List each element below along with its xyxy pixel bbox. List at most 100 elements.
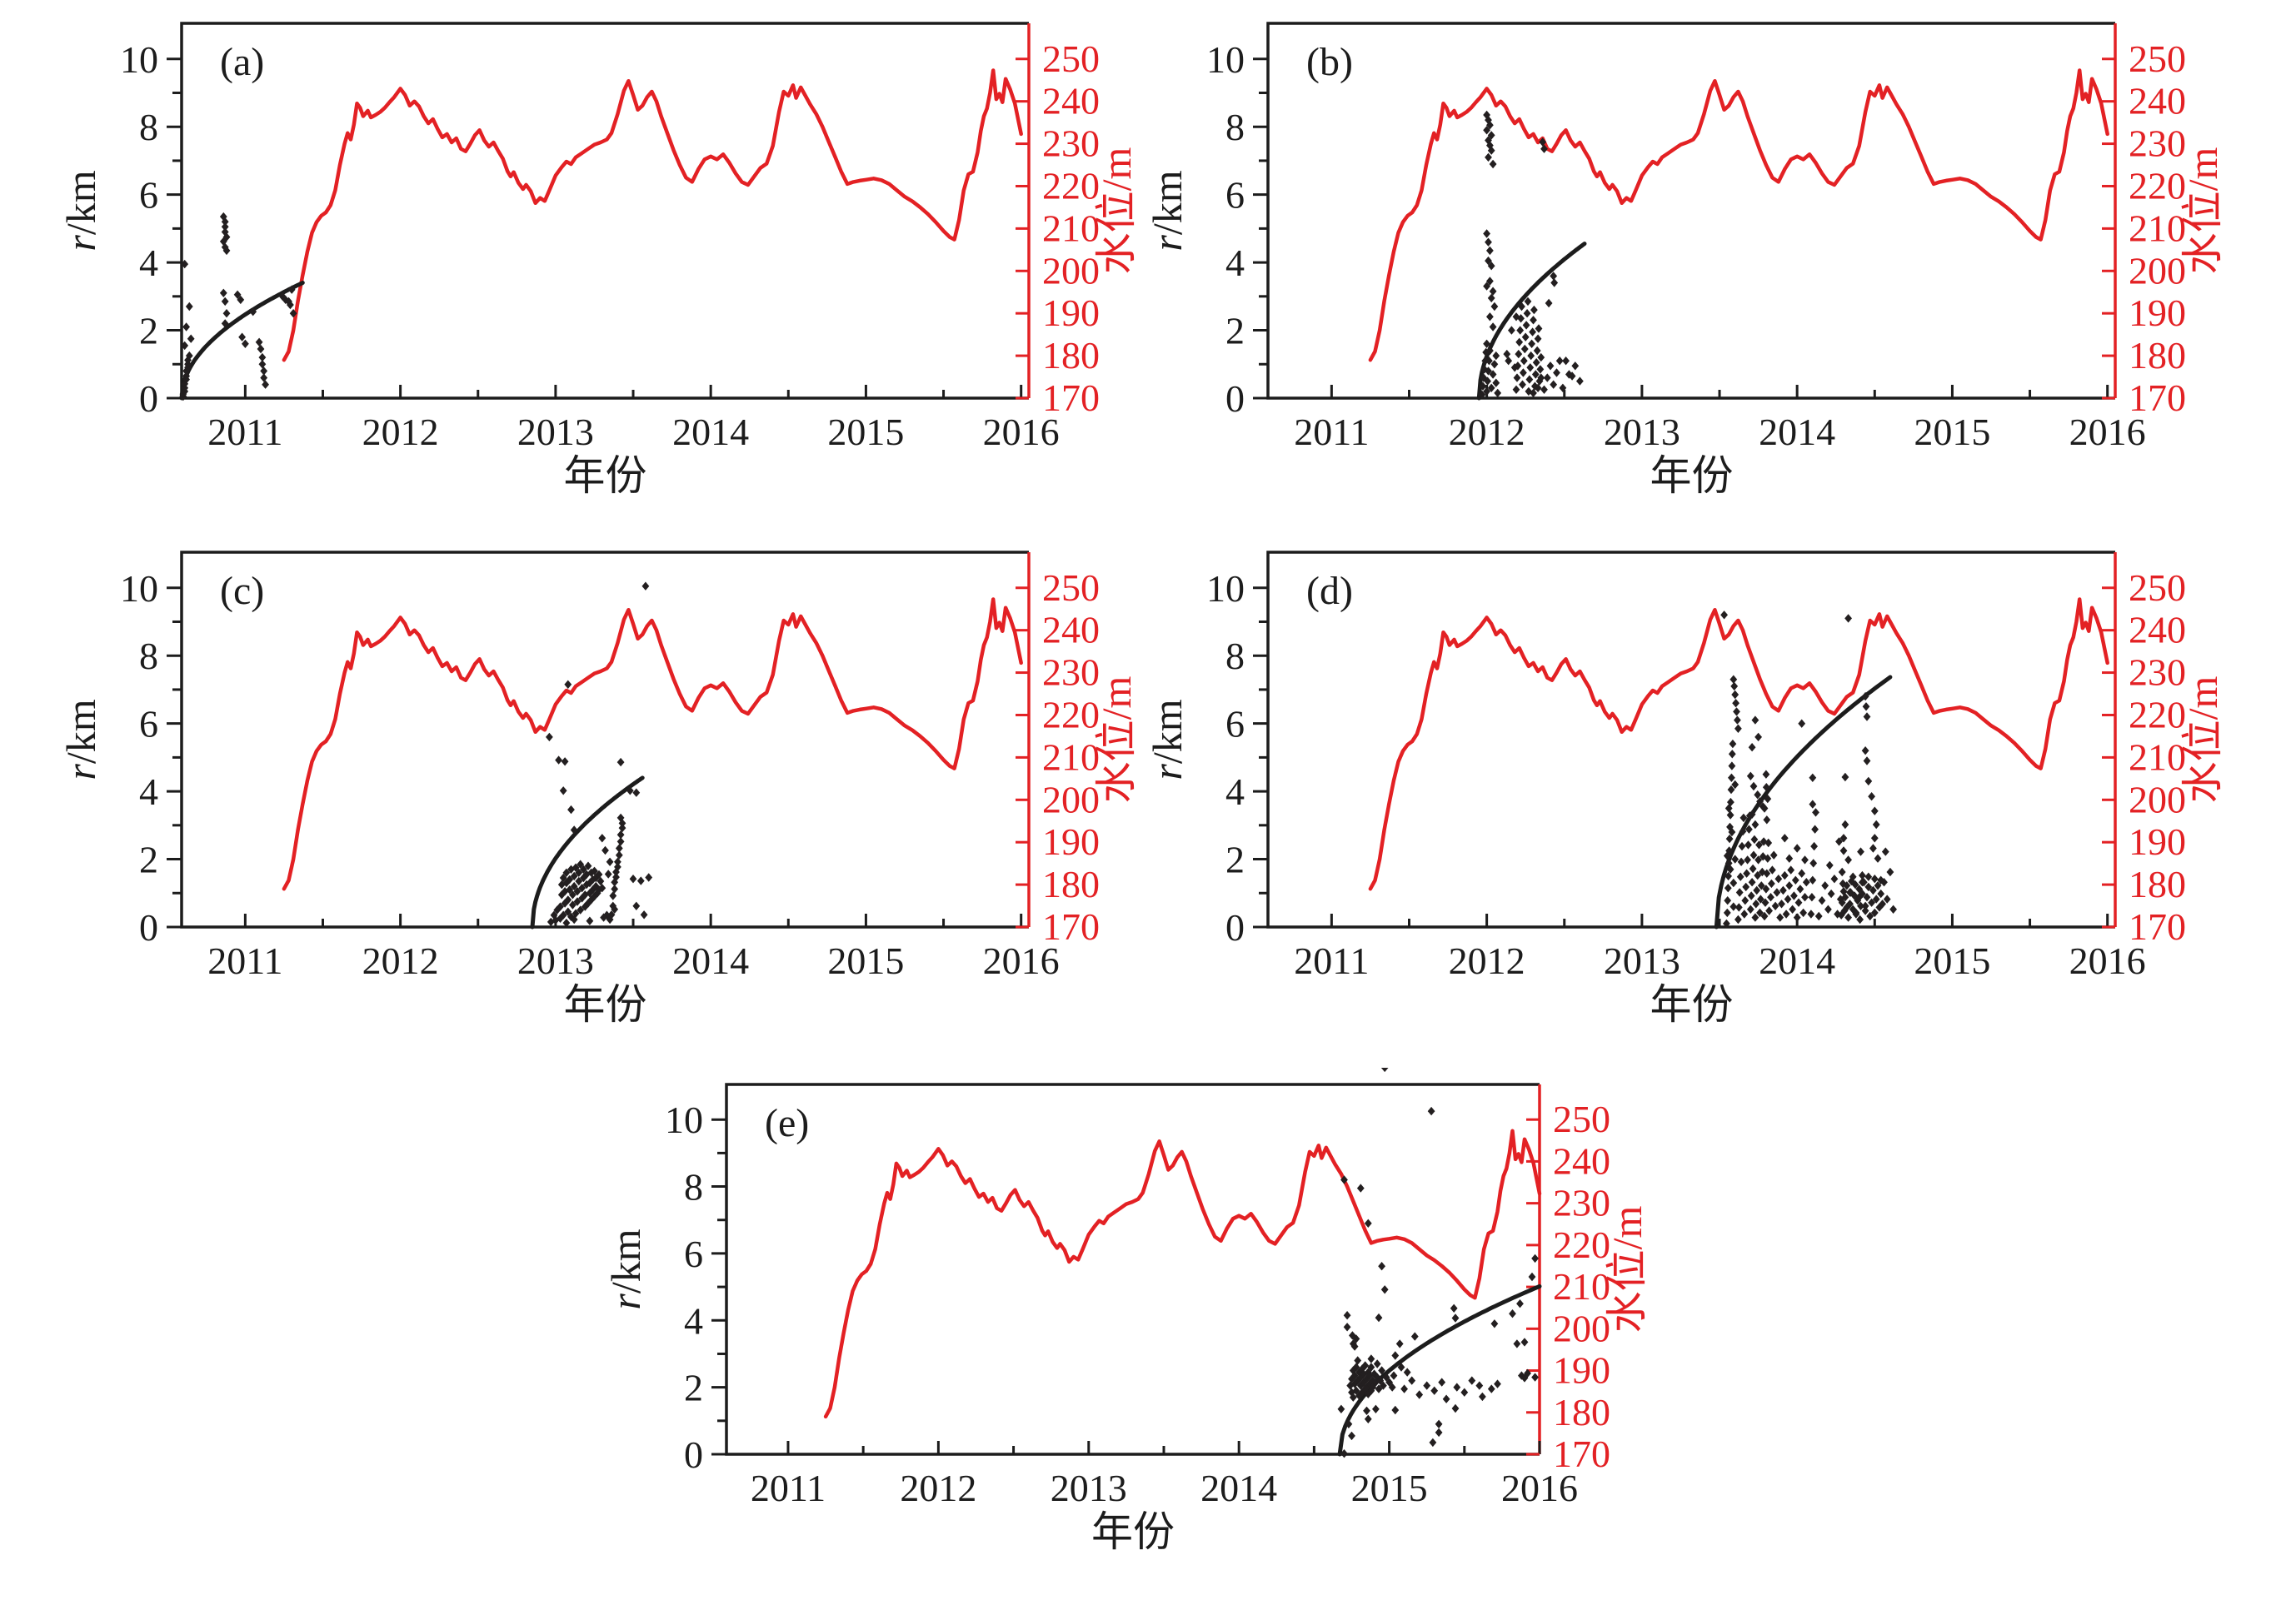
y-axis-left: 0 2 4 6 8 10 r/km bbox=[1144, 38, 1268, 420]
earthquake-marker bbox=[249, 307, 257, 317]
earthquake-marker bbox=[1528, 1272, 1536, 1282]
earthquake-marker bbox=[1408, 1376, 1416, 1385]
y-left-tick-label: 10 bbox=[1206, 38, 1245, 81]
earthquake-marker bbox=[573, 897, 581, 906]
x-tick-label: 2014 bbox=[672, 940, 749, 982]
earthquake-marker bbox=[1861, 746, 1869, 755]
earthquake-marker bbox=[1809, 800, 1817, 809]
earthquake-marker bbox=[1744, 855, 1751, 865]
earthquake-marker bbox=[1729, 878, 1738, 888]
earthquake-marker bbox=[1487, 293, 1495, 303]
y-left-tick-label: 2 bbox=[1225, 839, 1245, 881]
panel-e: 2011 2012 2013 2014 2015 2016 年份 0 2 4 6 8 10 r/km 170… bbox=[595, 1063, 1720, 1605]
y-right-tick-label: 240 bbox=[1042, 80, 1100, 122]
x-tick-label: 2016 bbox=[2069, 411, 2146, 453]
y-right-tick-label: 250 bbox=[1042, 566, 1100, 609]
x-tick-label: 2013 bbox=[1604, 411, 1680, 453]
earthquake-marker bbox=[221, 297, 229, 307]
earthquake-marker bbox=[1824, 905, 1832, 914]
earthquake-marker bbox=[601, 845, 609, 855]
earthquake-marker bbox=[1751, 820, 1759, 830]
water-level-line bbox=[282, 68, 1023, 362]
earthquake-marker bbox=[1427, 1106, 1435, 1116]
earthquake-marker bbox=[1778, 900, 1785, 909]
y-right-tick-label: 210 bbox=[1042, 207, 1100, 249]
earthquake-marker bbox=[1768, 879, 1775, 889]
earthquake-marker bbox=[1734, 715, 1741, 725]
earthquake-marker bbox=[1749, 850, 1758, 860]
earthquake-marker bbox=[1524, 1368, 1531, 1378]
earthquake-marker bbox=[1486, 312, 1494, 321]
y-right-tick-label: 180 bbox=[2129, 863, 2186, 905]
earthquake-marker bbox=[1746, 905, 1754, 914]
earthquake-marker bbox=[1723, 908, 1731, 918]
y-left-tick-label: 10 bbox=[665, 1099, 703, 1141]
earthquake-marker bbox=[1479, 1392, 1486, 1402]
earthquake-marker bbox=[1540, 385, 1548, 394]
y-left-tick-label: 6 bbox=[139, 174, 158, 217]
earthquake-marker bbox=[1749, 781, 1758, 791]
y-right-tick-label: 190 bbox=[1042, 820, 1100, 863]
earthquake-marker bbox=[576, 905, 585, 915]
y-left-axis-title: r/km bbox=[1144, 699, 1190, 780]
earthquake-marker bbox=[181, 259, 189, 269]
earthquake-marker bbox=[182, 371, 190, 381]
earthquake-marker bbox=[1453, 1383, 1461, 1392]
earthquake-marker bbox=[1864, 776, 1873, 786]
x-tick-label: 2011 bbox=[207, 411, 282, 453]
y-right-tick-label: 170 bbox=[2129, 376, 2186, 419]
earthquake-marker bbox=[569, 900, 576, 910]
x-tick-label: 2014 bbox=[1759, 411, 1835, 453]
earthquake-marker bbox=[618, 819, 626, 828]
earthquake-marker bbox=[1731, 780, 1739, 790]
earthquake-marker bbox=[262, 380, 269, 389]
earthquake-marker bbox=[1535, 324, 1543, 333]
earthquake-marker bbox=[1388, 1383, 1396, 1392]
earthquake-marker bbox=[1802, 878, 1810, 887]
y-left-tick-label: 8 bbox=[684, 1166, 703, 1209]
y-left-tick-label: 6 bbox=[1225, 174, 1245, 217]
earthquake-marker bbox=[1747, 891, 1755, 900]
earthquake-marker bbox=[1808, 893, 1816, 902]
earthquake-marker bbox=[221, 222, 229, 232]
earthquake-marker bbox=[1367, 1354, 1375, 1363]
earthquake-marker bbox=[561, 757, 569, 766]
panel-d: 2011 2012 2013 2014 2015 2016 年份 0 2 4 6 8 10 r/km 170… bbox=[1136, 536, 2261, 1073]
earthquake-marker bbox=[1489, 322, 1497, 331]
earthquake-marker bbox=[1864, 872, 1873, 881]
earthquake-marker bbox=[185, 302, 193, 312]
panel-letter-label: (a) bbox=[220, 40, 264, 84]
earthquake-marker bbox=[615, 844, 623, 853]
earthquake-marker bbox=[1400, 1384, 1408, 1393]
earthquake-marker bbox=[1818, 896, 1826, 905]
earthquake-marker bbox=[1490, 302, 1499, 312]
earthquake-marker bbox=[1485, 152, 1492, 162]
earthquake-marker bbox=[1516, 1299, 1524, 1308]
earthquake-marker bbox=[1522, 321, 1530, 330]
earthquake-marker bbox=[1391, 1405, 1400, 1415]
earthquake-marker bbox=[614, 862, 621, 872]
earthquake-marker bbox=[1839, 834, 1848, 843]
earthquake-marker bbox=[1799, 908, 1807, 918]
earthquake-marker bbox=[1460, 1388, 1469, 1397]
earthquake-marker bbox=[1503, 349, 1511, 359]
earthquake-marker bbox=[1530, 305, 1538, 315]
y-right-tick-label: 190 bbox=[1042, 292, 1100, 334]
earthquake-marker bbox=[1740, 910, 1749, 919]
earthquake-marker bbox=[555, 755, 562, 765]
panel-letter-label: (d) bbox=[1306, 569, 1353, 613]
x-tick-label: 2012 bbox=[1449, 411, 1525, 453]
earthquake-marker bbox=[1369, 1383, 1377, 1392]
earthquake-marker bbox=[1343, 1323, 1351, 1332]
earthquake-marker bbox=[257, 344, 265, 354]
x-axis: 2011 2012 2013 2014 2015 2016 年份 bbox=[1294, 914, 2146, 1028]
earthquake-marker bbox=[1534, 334, 1542, 343]
earthquake-marker bbox=[1750, 835, 1759, 845]
earthquake-marker bbox=[1798, 719, 1806, 728]
y-left-tick-label: 0 bbox=[139, 906, 158, 949]
earthquake-marker bbox=[1880, 878, 1888, 887]
earthquake-marker bbox=[1784, 895, 1792, 904]
earthquake-marker bbox=[1545, 298, 1553, 308]
